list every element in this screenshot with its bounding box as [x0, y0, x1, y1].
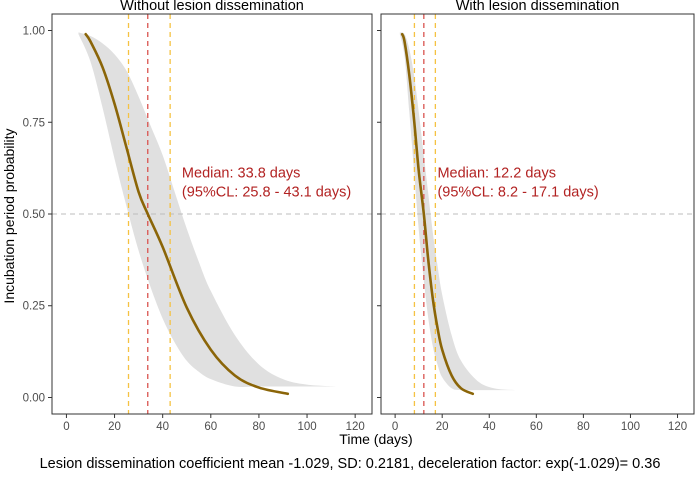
y-tick-label: 0.50: [23, 209, 45, 221]
panel-2: With lesion dissemination 0 20 40 60 80 100 120…: [377, 0, 695, 433]
x-tick-label: 80: [253, 421, 266, 433]
panel-title: With lesion dissemination: [456, 0, 620, 14]
median-curve: [400, 32, 475, 396]
confidence-band: [78, 32, 336, 388]
x-tick-label: 40: [483, 421, 496, 433]
x-tick-label: 100: [621, 421, 640, 433]
y-axis-label: Incubation period probability: [1, 128, 17, 303]
x-tick-label: 60: [530, 421, 543, 433]
x-axis-label: Time (days): [339, 431, 412, 447]
x-tick-label: 100: [297, 421, 316, 433]
figure-caption: Lesion dissemination coefficient mean -1…: [39, 456, 661, 472]
x-tick-label: 20: [108, 421, 121, 433]
y-tick-label: 0.25: [23, 301, 45, 313]
y-tick-label: 0.00: [23, 392, 45, 404]
x-tick-label: 120: [668, 421, 687, 433]
y-tick-label: 1.00: [23, 26, 45, 38]
median-annotation-line: (95%CL: 8.2 - 17.1 days): [437, 184, 598, 200]
confidence-band: [399, 32, 516, 391]
panel-1: Without lesion dissemination 0 20 40 60 80 100…: [23, 0, 373, 433]
x-tick-label: 80: [577, 421, 590, 433]
x-tick-label: 20: [436, 421, 449, 433]
panel-title: Without lesion dissemination: [120, 0, 304, 14]
plots: Without lesion dissemination 0 20 40 60 80 100…: [23, 0, 695, 433]
x-tick-label: 0: [392, 421, 398, 433]
x-tick-label: 40: [156, 421, 169, 433]
median-annotation-line: (95%CL: 25.8 - 43.1 days): [182, 184, 351, 200]
median-annotation-line: Median: 12.2 days: [437, 165, 556, 181]
median-curve: [84, 32, 290, 396]
x-tick-label: 60: [204, 421, 217, 433]
x-tick-label: 0: [63, 421, 69, 433]
x-tick-label: 120: [346, 421, 365, 433]
y-tick-label: 0.75: [23, 117, 45, 129]
median-annotation-line: Median: 33.8 days: [182, 165, 301, 181]
